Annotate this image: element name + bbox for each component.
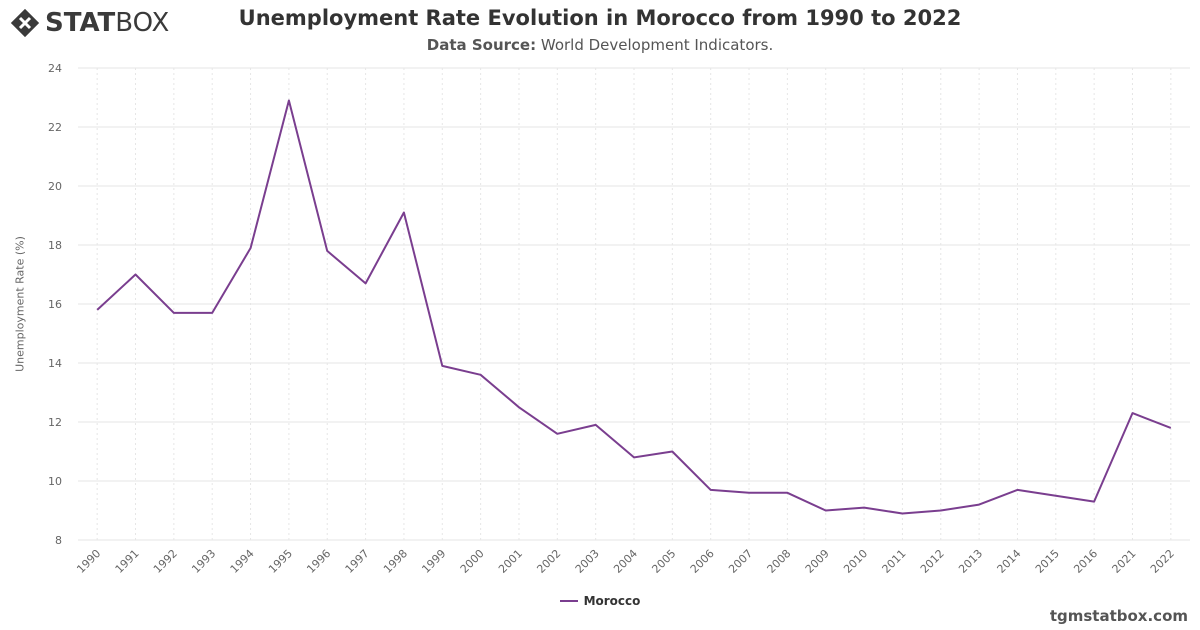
y-tick-label: 20 — [48, 180, 62, 193]
legend-swatch — [559, 600, 578, 602]
y-tick-label: 14 — [48, 357, 62, 370]
y-tick-label: 8 — [55, 534, 62, 547]
x-tick-label: 2004 — [611, 547, 640, 576]
data-point — [631, 454, 637, 460]
x-tick-label: 2001 — [496, 547, 525, 576]
x-tick-label: 1998 — [381, 547, 410, 576]
data-point — [823, 508, 829, 514]
data-point — [94, 307, 100, 313]
legend[interactable]: Morocco — [0, 594, 1200, 608]
data-point — [1168, 425, 1174, 431]
data-point — [861, 505, 867, 511]
data-point — [1129, 410, 1135, 416]
logo-bold-text: STAT — [45, 8, 116, 38]
data-point — [133, 272, 139, 278]
x-tick-label: 2000 — [458, 547, 487, 576]
legend-label-morocco: Morocco — [583, 594, 641, 608]
x-tick-label: 1994 — [228, 547, 257, 576]
data-point — [516, 404, 522, 410]
data-point — [669, 449, 675, 455]
x-tick-label: 2022 — [1148, 547, 1177, 576]
data-point — [554, 431, 560, 437]
x-tick-label: 2016 — [1071, 547, 1100, 576]
x-tick-label: 2015 — [1033, 547, 1062, 576]
x-tick-label: 1990 — [74, 547, 103, 576]
data-point — [286, 97, 292, 103]
y-tick-label: 10 — [48, 475, 62, 488]
y-tick-label: 18 — [48, 239, 62, 252]
data-point — [938, 508, 944, 514]
x-tick-label: 2009 — [803, 547, 832, 576]
x-tick-label: 2005 — [649, 547, 678, 576]
site-credit: tgmstatbox.com — [1049, 607, 1188, 625]
data-point — [746, 490, 752, 496]
brand-logo: STATBOX — [10, 6, 169, 40]
brand-logo-text: STATBOX — [45, 8, 169, 38]
x-tick-label: 2012 — [918, 547, 947, 576]
series-line-morocco — [96, 99, 1172, 515]
x-tick-label: 1996 — [304, 547, 333, 576]
data-point — [593, 422, 599, 428]
data-point — [439, 363, 445, 369]
x-tick-label: 2003 — [573, 547, 602, 576]
data-point — [401, 210, 407, 216]
chart-subtitle: Data Source: World Development Indicator… — [0, 36, 1200, 54]
x-tick-label: 1991 — [113, 547, 142, 576]
x-tick-label: 2010 — [841, 547, 870, 576]
x-tick-label: 2006 — [688, 547, 717, 576]
data-point — [248, 245, 254, 251]
x-tick-label: 1995 — [266, 547, 295, 576]
x-tick-label: 1997 — [343, 547, 372, 576]
y-tick-label: 22 — [48, 121, 62, 134]
data-point — [708, 487, 714, 493]
y-tick-label: 24 — [48, 62, 62, 75]
x-tick-label: 2014 — [995, 547, 1024, 576]
data-point — [1014, 487, 1020, 493]
data-point — [324, 248, 330, 254]
data-point — [1053, 493, 1059, 499]
logo-light-text: BOX — [115, 8, 170, 38]
x-tick-label: 2008 — [765, 547, 794, 576]
source-label: Data Source: — [426, 36, 537, 54]
data-point — [209, 310, 215, 316]
data-point — [784, 490, 790, 496]
x-tick-label: 1999 — [419, 547, 448, 576]
x-tick-label: 2011 — [880, 547, 909, 576]
x-tick-label: 2007 — [726, 547, 755, 576]
data-point — [478, 372, 484, 378]
x-tick-label: 2013 — [956, 547, 985, 576]
data-point — [899, 510, 905, 516]
data-point — [171, 310, 177, 316]
source-value: World Development Indicators. — [540, 36, 774, 54]
x-tick-label: 1992 — [151, 547, 180, 576]
chart-title: Unemployment Rate Evolution in Morocco f… — [238, 6, 962, 30]
data-point — [363, 280, 369, 286]
y-tick-label: 16 — [48, 298, 62, 311]
x-tick-label: 2021 — [1110, 547, 1139, 576]
data-point — [976, 502, 982, 508]
y-tick-label: 12 — [48, 416, 62, 429]
data-point — [1091, 499, 1097, 505]
x-tick-label: 2002 — [534, 547, 563, 576]
x-tick-label: 1993 — [189, 547, 218, 576]
diamond-x-icon — [10, 8, 40, 38]
